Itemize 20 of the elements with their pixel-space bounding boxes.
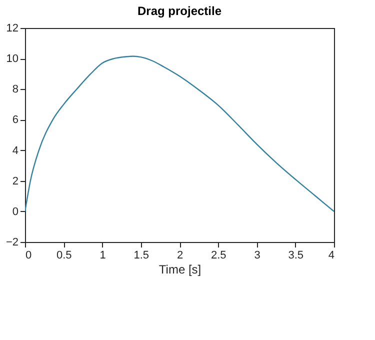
y-tick-label: 0 [12, 206, 18, 218]
y-tick-label: 8 [12, 84, 18, 96]
x-tick-label: 3 [254, 250, 260, 262]
line-series [25, 56, 334, 212]
x-tick-label: 1.5 [134, 250, 150, 262]
y-tick-label: 4 [12, 144, 18, 157]
y-tick-label: 6 [12, 114, 18, 126]
y-tick-label: 2 [12, 175, 18, 188]
x-axis-title: Time [s] [158, 262, 202, 276]
x-tick-label: 0 [26, 250, 32, 262]
x-tick-label: 3.5 [288, 250, 304, 262]
y-tick-label: 10 [6, 53, 18, 66]
chart-title: Drag projectile [137, 4, 222, 18]
x-tick-label: 4 [328, 250, 334, 262]
x-tick-label: 0.5 [56, 250, 72, 262]
x-tick-label: 1 [100, 250, 106, 262]
x-tick-label: 2.5 [210, 250, 226, 262]
y-tick-label: 12 [6, 22, 18, 34]
x-tick-label: 2 [176, 250, 184, 262]
y-tick-label: −2 [6, 236, 18, 248]
